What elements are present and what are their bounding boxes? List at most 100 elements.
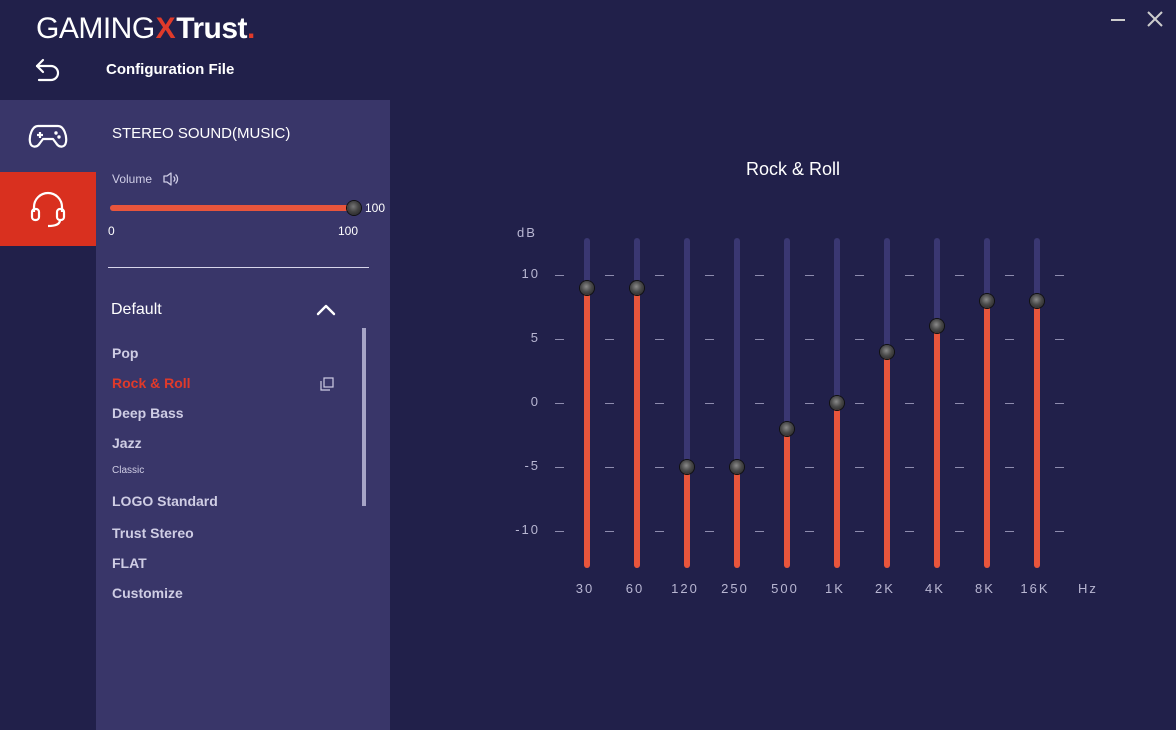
- preset-customize[interactable]: Customize: [112, 585, 183, 601]
- db-gridline-tick: [705, 275, 714, 276]
- nav-gamepad-mode[interactable]: [0, 100, 96, 172]
- db-gridline-tick: [605, 531, 614, 532]
- db-gridline-tick: [805, 275, 814, 276]
- volume-label: Volume: [112, 172, 153, 186]
- y-tick-label: 5: [530, 330, 540, 345]
- preset-list-scrollbar[interactable]: [362, 328, 366, 506]
- db-gridline-tick: [605, 403, 614, 404]
- preset-logo-standard[interactable]: LOGO Standard: [112, 493, 218, 509]
- db-gridline-tick: [605, 339, 614, 340]
- db-gridline-tick: [905, 531, 914, 532]
- eq-band-fill: [984, 300, 990, 568]
- x-tick-label: 4K: [925, 581, 945, 596]
- x-tick-label: 60: [625, 581, 645, 596]
- db-gridline-tick: [955, 339, 964, 340]
- eq-band-knob[interactable]: [730, 460, 744, 474]
- db-gridline-tick: [655, 339, 664, 340]
- db-gridline-tick: [755, 403, 764, 404]
- eq-band-fill: [934, 326, 940, 568]
- eq-band-knob[interactable]: [980, 293, 994, 308]
- preset-group-label[interactable]: Default: [111, 301, 162, 318]
- mode-sidebar: [0, 100, 96, 730]
- volume-slider-thumb[interactable]: [347, 201, 361, 215]
- db-gridline-tick: [1055, 275, 1064, 276]
- eq-band-fill: [884, 351, 890, 568]
- eq-band-fill: [834, 403, 840, 568]
- db-gridline-tick: [655, 275, 664, 276]
- db-gridline-tick: [655, 403, 664, 404]
- db-gridline-tick: [555, 403, 564, 404]
- db-gridline-tick: [555, 339, 564, 340]
- eq-band-track[interactable]: [784, 238, 790, 568]
- db-gridline-tick: [955, 275, 964, 276]
- db-gridline-tick: [805, 403, 814, 404]
- db-gridline-tick: [805, 339, 814, 340]
- eq-band-knob[interactable]: [830, 396, 844, 410]
- preset-trust-stereo[interactable]: Trust Stereo: [112, 525, 194, 541]
- close-icon[interactable]: [1146, 10, 1164, 28]
- chevron-up-icon[interactable]: [316, 302, 336, 316]
- db-gridline-tick: [1005, 339, 1014, 340]
- db-gridline-tick: [1055, 467, 1064, 468]
- preset-flat[interactable]: FLAT: [112, 555, 147, 571]
- eq-band-knob[interactable]: [1030, 293, 1044, 308]
- db-gridline-tick: [755, 531, 764, 532]
- db-gridline-tick: [555, 467, 564, 468]
- eq-band-fill: [784, 428, 790, 568]
- db-gridline-tick: [1055, 403, 1064, 404]
- eq-band-knob[interactable]: [930, 319, 944, 334]
- db-gridline-tick: [855, 403, 864, 404]
- db-gridline-tick: [605, 467, 614, 468]
- x-unit-label: Hz: [1078, 581, 1098, 596]
- eq-band-knob[interactable]: [630, 280, 644, 295]
- copy-icon[interactable]: [320, 377, 334, 391]
- divider: [108, 267, 369, 268]
- y-tick-label: -10: [515, 522, 540, 537]
- nav-headset-mode[interactable]: [0, 172, 96, 246]
- preset-deep-bass[interactable]: Deep Bass: [112, 405, 184, 421]
- db-gridline-tick: [705, 403, 714, 404]
- volume-slider[interactable]: [110, 201, 361, 215]
- x-tick-label: 30: [575, 581, 595, 596]
- db-gridline-tick: [905, 275, 914, 276]
- sound-mode-title: STEREO SOUND(MUSIC): [112, 125, 291, 142]
- preset-pop[interactable]: Pop: [112, 345, 139, 361]
- preset-classic[interactable]: Classic: [112, 465, 145, 476]
- volume-value: 100: [365, 201, 386, 215]
- db-gridline-tick: [1055, 531, 1064, 532]
- db-gridline-tick: [955, 467, 964, 468]
- db-gridline-tick: [1005, 467, 1014, 468]
- eq-band-track[interactable]: [684, 238, 690, 568]
- y-tick-label: 10: [521, 266, 540, 281]
- x-tick-label: 120: [671, 581, 699, 596]
- db-gridline-tick: [1005, 275, 1014, 276]
- equalizer-title: Rock & Roll: [746, 159, 841, 179]
- eq-band-fill: [734, 467, 740, 568]
- volume-max-label: 100: [338, 224, 359, 238]
- gamepad-icon: [28, 124, 68, 148]
- y-tick-label: 0: [530, 394, 540, 409]
- db-gridline-tick: [755, 339, 764, 340]
- eq-band-track[interactable]: [734, 238, 740, 568]
- y-tick-label: -5: [524, 458, 540, 473]
- db-gridline-tick: [855, 275, 864, 276]
- db-gridline-tick: [705, 531, 714, 532]
- eq-band-fill: [634, 287, 640, 568]
- db-gridline-tick: [805, 531, 814, 532]
- preset-rock-and-roll[interactable]: Rock & Roll: [112, 375, 191, 391]
- db-gridline-tick: [905, 403, 914, 404]
- x-tick-label: 500: [771, 581, 799, 596]
- eq-band-knob[interactable]: [680, 460, 694, 474]
- db-gridline-tick: [605, 275, 614, 276]
- title-bar: GAMINGXTrust. Configuration File: [0, 0, 1176, 100]
- back-arrow-icon[interactable]: [32, 56, 62, 84]
- preset-jazz[interactable]: Jazz: [112, 435, 142, 451]
- eq-band-knob[interactable]: [580, 280, 594, 295]
- minimize-icon[interactable]: [1110, 6, 1126, 26]
- volume-min-label: 0: [108, 224, 115, 238]
- eq-band-knob[interactable]: [880, 344, 894, 359]
- x-tick-label: 2K: [875, 581, 895, 596]
- eq-band-knob[interactable]: [780, 421, 794, 436]
- x-tick-label: 16K: [1020, 581, 1050, 596]
- db-gridline-tick: [755, 467, 764, 468]
